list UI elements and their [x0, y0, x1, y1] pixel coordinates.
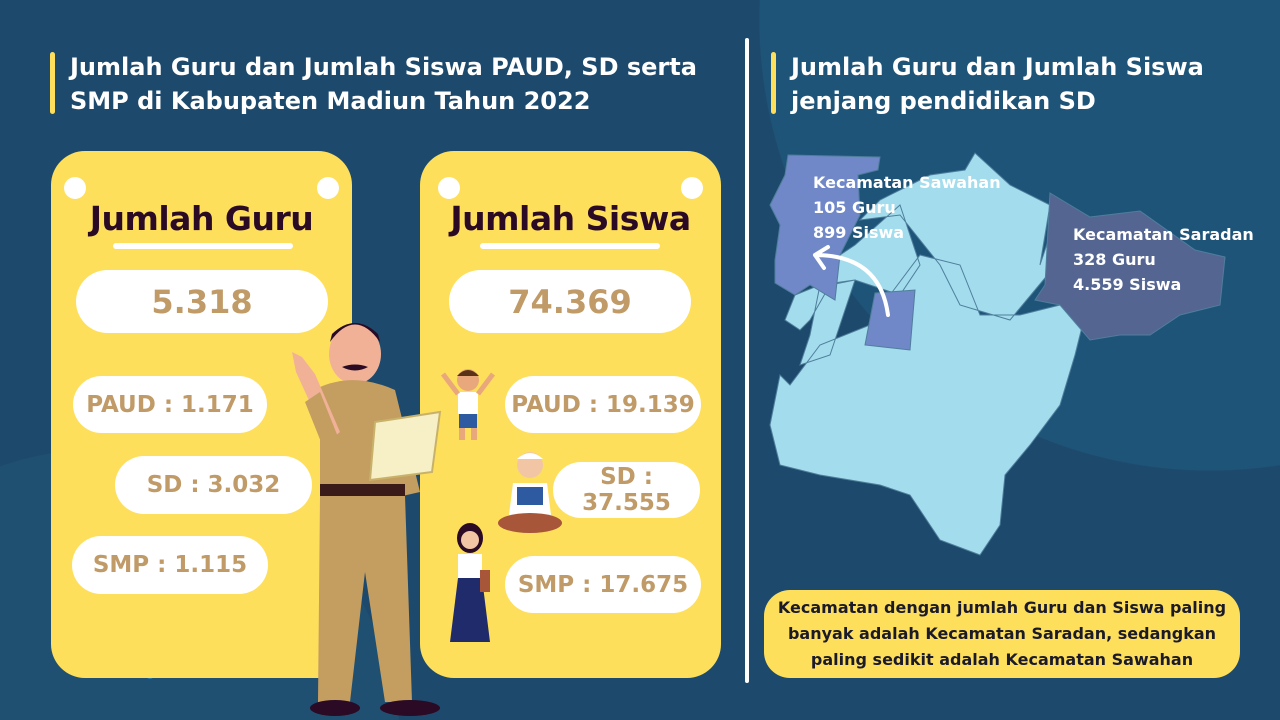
map-region-main — [769, 152, 1091, 556]
card-hole — [317, 177, 339, 199]
sawahan-label: Kecamatan Sawahan 105 Guru 899 Siswa — [813, 170, 1001, 245]
heading-underline — [113, 243, 293, 249]
arrow-icon — [813, 245, 890, 317]
map-region-sawahan-north — [769, 154, 881, 301]
sawahan-siswa: 899 Siswa — [813, 223, 905, 242]
siswa-heading: Jumlah Siswa — [450, 199, 691, 238]
saradan-label: Kecamatan Saradan 328 Guru 4.559 Siswa — [1073, 222, 1254, 297]
map-region-saradan — [1034, 192, 1226, 341]
card-hole — [64, 177, 86, 199]
heading-underline — [480, 243, 660, 249]
saradan-siswa: 4.559 Siswa — [1073, 275, 1182, 294]
teacher-illustration — [292, 323, 442, 716]
guru-smp: SMP : 1.115 — [72, 536, 268, 594]
left-title: Jumlah Guru dan Jumlah Siswa PAUD, SD se… — [50, 50, 700, 118]
student-girl-illustration — [450, 523, 490, 642]
guru-total: 5.318 — [76, 270, 328, 333]
sawahan-guru: 105 Guru — [813, 198, 896, 217]
siswa-paud: PAUD : 19.139 — [505, 376, 701, 433]
divider — [745, 38, 749, 683]
madiun-district-map — [769, 152, 1226, 556]
saradan-name: Kecamatan Saradan — [1073, 225, 1254, 244]
guru-sd: SD : 3.032 — [115, 456, 312, 514]
card-hole — [681, 177, 703, 199]
right-title: Jumlah Guru dan Jumlah Siswa jenjang pen… — [771, 50, 1241, 118]
guru-heading: Jumlah Guru — [89, 199, 314, 238]
siswa-sd: SD : 37.555 — [553, 462, 700, 518]
saradan-guru: 328 Guru — [1073, 250, 1156, 269]
guru-paud: PAUD : 1.171 — [73, 376, 267, 433]
student-reading-illustration — [498, 452, 562, 533]
siswa-smp: SMP : 17.675 — [505, 556, 701, 613]
summary-note: Kecamatan dengan jumlah Guru dan Siswa p… — [764, 590, 1240, 678]
card-hole — [438, 177, 460, 199]
siswa-total: 74.369 — [449, 270, 691, 333]
student-boy-illustration — [441, 369, 495, 440]
sawahan-name: Kecamatan Sawahan — [813, 173, 1001, 192]
map-region-sawahan-south — [864, 289, 916, 351]
